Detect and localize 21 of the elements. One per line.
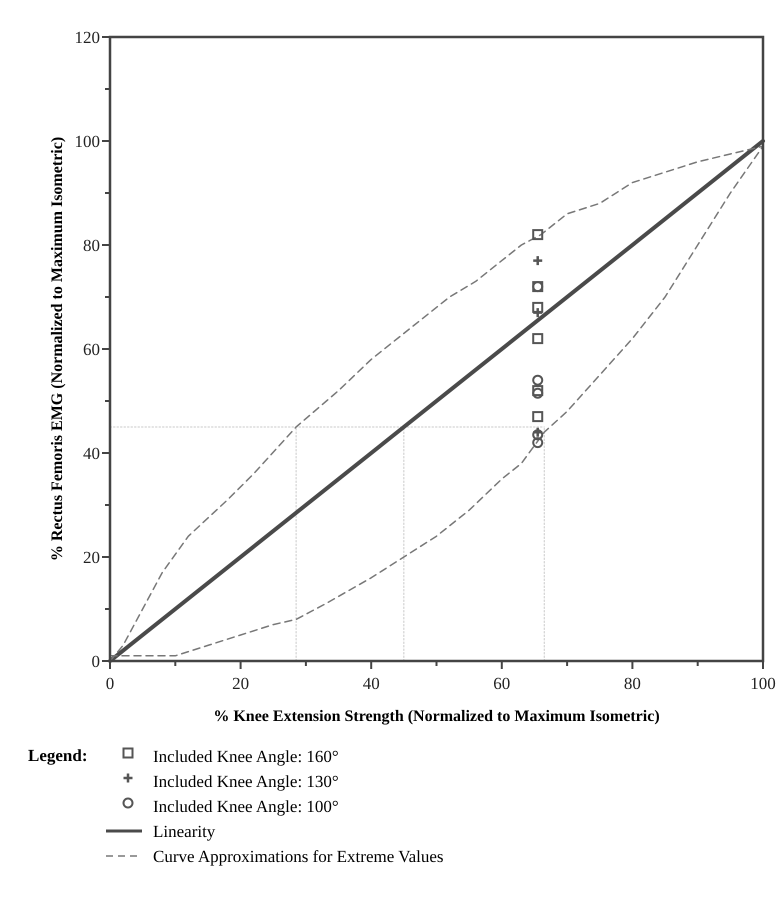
y-tick-label: 60: [83, 340, 100, 359]
x-tick-label: 60: [493, 674, 510, 693]
legend-label: Included Knee Angle: 100°: [153, 797, 339, 816]
x-tick-label: 20: [232, 674, 250, 693]
legend-title: Legend:: [28, 746, 88, 765]
y-tick-label: 0: [92, 652, 100, 671]
y-tick-label: 40: [83, 444, 100, 463]
x-axis-title: % Knee Extension Strength (Normalized to Maximum Isometric): [213, 708, 660, 725]
x-tick-label: 0: [106, 674, 114, 693]
y-tick-label: 120: [74, 28, 100, 47]
y-tick-label: 100: [74, 132, 100, 151]
legend-label: Curve Approximations for Extreme Values: [153, 847, 444, 866]
y-axis-title: % Rectus Femoris EMG (Normalized to Maximum Isometric): [49, 136, 66, 562]
legend-label: Included Knee Angle: 130°: [153, 772, 339, 791]
x-tick-label: 100: [750, 674, 776, 693]
x-tick-label: 40: [362, 674, 380, 693]
y-tick-label: 20: [83, 548, 100, 567]
legend-label: Included Knee Angle: 160°: [153, 747, 339, 766]
x-tick-label: 80: [624, 674, 641, 693]
legend-label: Linearity: [153, 822, 216, 841]
y-tick-label: 80: [83, 236, 100, 255]
